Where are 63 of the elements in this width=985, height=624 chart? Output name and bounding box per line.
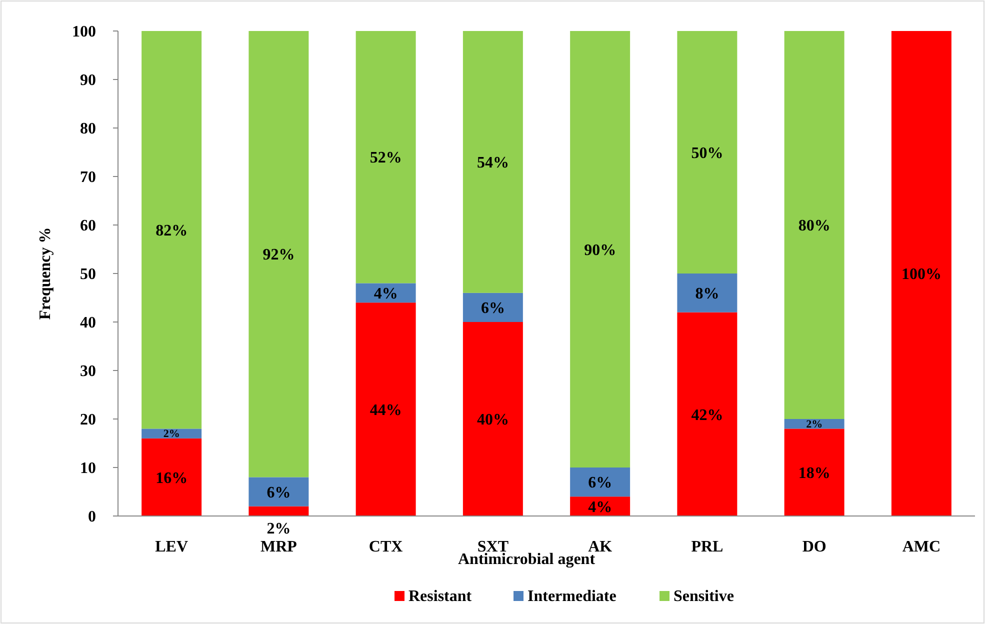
bar [356, 31, 416, 284]
y-tick-label: 70 [80, 169, 96, 186]
y-tick-label: 100 [72, 24, 96, 41]
legend-label: Intermediate [528, 588, 616, 605]
bar [677, 312, 738, 516]
bar [677, 274, 738, 312]
data-label: 90% [584, 242, 616, 259]
bar [462, 322, 523, 516]
x-tick-label: PRL [691, 538, 724, 556]
bar [570, 468, 630, 497]
data-label: 2% [806, 418, 823, 430]
bar [784, 428, 844, 516]
data-label: 44% [370, 402, 402, 419]
data-label: 92% [262, 246, 295, 264]
x-tick-label: MRP [260, 538, 298, 556]
data-label: 4% [374, 286, 398, 302]
y-tick-label: 0 [88, 508, 96, 526]
bar [356, 302, 416, 516]
bar [248, 477, 309, 506]
bar [784, 31, 844, 419]
bar [248, 506, 309, 516]
bar [677, 31, 738, 274]
y-tick-label: 80 [80, 120, 96, 138]
x-tick-label: DO [802, 538, 826, 556]
data-label: 4% [588, 498, 612, 516]
bar [570, 31, 630, 468]
data-label: 16% [156, 470, 188, 487]
data-label: 6% [480, 300, 505, 318]
data-label: 80% [798, 218, 830, 235]
bar [891, 31, 952, 516]
legend-label: Resistant [408, 588, 472, 605]
data-label: 54% [476, 154, 509, 172]
data-label: 82% [156, 222, 188, 240]
y-tick-label: 90 [80, 72, 96, 90]
y-axis-title: Frequency % [37, 227, 54, 320]
x-tick-label: LEV [155, 538, 188, 556]
y-tick-label: 20 [80, 412, 96, 429]
bar [356, 283, 416, 303]
data-label: 100% [901, 266, 942, 284]
data-label: 6% [588, 474, 612, 492]
data-label: 50% [691, 144, 724, 162]
data-label: 18% [798, 464, 830, 482]
bar [462, 31, 523, 293]
bar [248, 31, 309, 478]
bar [142, 438, 202, 516]
y-tick-label: 50 [80, 266, 96, 284]
data-label: 2% [266, 520, 291, 538]
data-label: 8% [695, 286, 720, 302]
x-tick-label: AMC [902, 538, 941, 556]
x-tick-label: CTX [368, 538, 404, 556]
y-tick-label: 60 [80, 218, 96, 235]
data-label: 2% [163, 428, 180, 440]
y-tick-label: 10 [80, 460, 96, 478]
bar [462, 292, 523, 322]
data-label: 52% [370, 150, 402, 167]
y-tick-label: 40 [80, 314, 96, 332]
y-tick-label: 30 [80, 363, 96, 380]
bar [142, 428, 202, 438]
data-label: 6% [266, 484, 291, 502]
data-label: 40% [476, 412, 509, 429]
bar [142, 31, 202, 429]
legend-label: Sensitive [674, 588, 734, 605]
data-label: 42% [691, 406, 724, 424]
